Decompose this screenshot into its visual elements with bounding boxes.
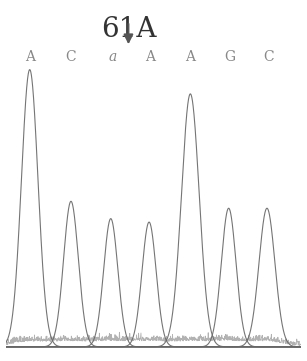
Text: C: C [263,51,274,65]
Text: G: G [224,51,236,65]
Text: a: a [108,51,116,65]
Text: A: A [25,51,35,65]
Text: 61A: 61A [101,16,156,43]
Text: C: C [66,51,76,65]
Text: A: A [185,51,195,65]
Text: A: A [146,51,156,65]
